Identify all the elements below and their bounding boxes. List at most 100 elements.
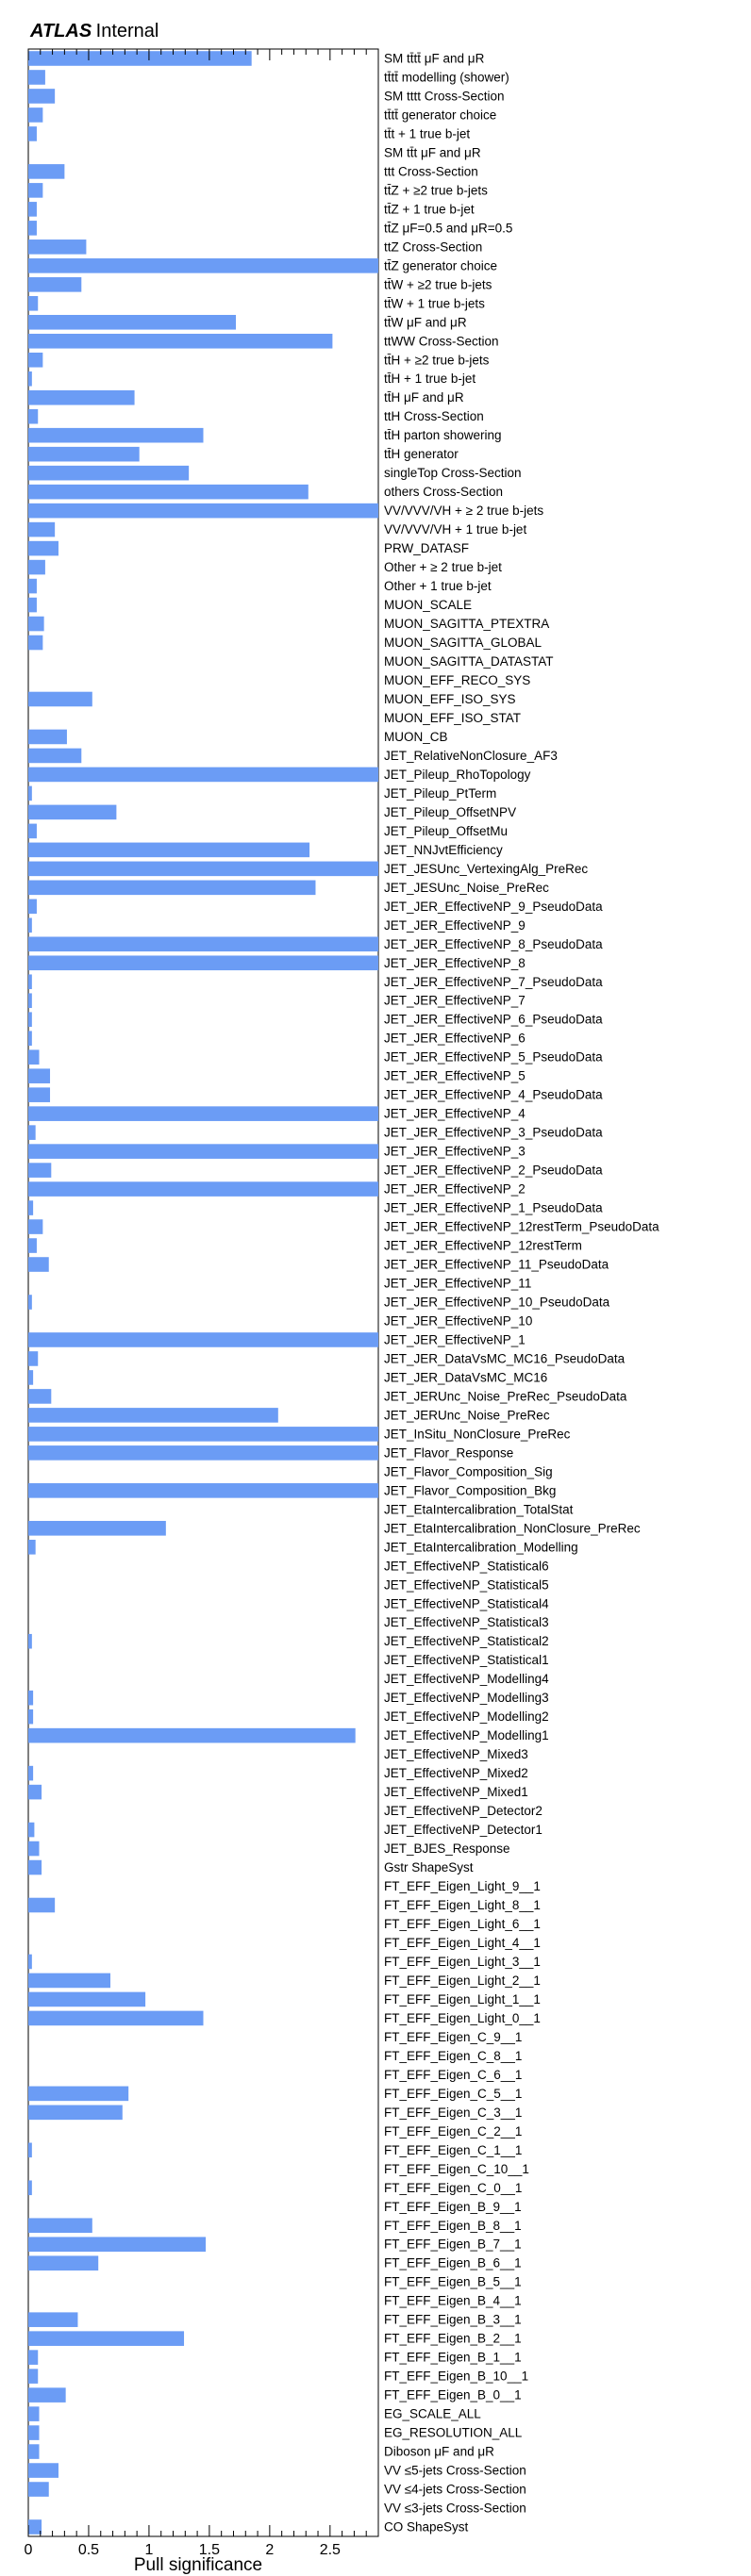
bar: [28, 352, 43, 368]
bar: [28, 296, 39, 311]
category-label: JET_EffectiveNP_Mixed2: [384, 1766, 528, 1780]
category-label: JET_JER_EffectiveNP_9_PseudoData: [384, 900, 603, 914]
category-label: VV/VVV/VH + 1 true b-jet: [384, 522, 526, 537]
bar: [28, 2010, 204, 2026]
category-label: JET_JER_EffectiveNP_10_PseudoData: [384, 1295, 610, 1309]
category-label: MUON_CB: [384, 730, 448, 744]
category-label: tt̄Z + 1 true b-jet: [384, 202, 475, 216]
category-label: FT_EFF_Eigen_B_3__1: [384, 2313, 522, 2327]
bar: [28, 1408, 278, 1423]
category-label: ttt Cross-Section: [384, 164, 478, 178]
category-label: JET_JER_EffectiveNP_1: [384, 1332, 526, 1346]
bar: [28, 1144, 378, 1159]
bar: [28, 540, 58, 556]
bar: [28, 899, 37, 915]
category-label: FT_EFF_Eigen_B_1__1: [384, 2351, 522, 2365]
category-label: FT_EFF_Eigen_B_10__1: [384, 2370, 528, 2384]
bar: [28, 1012, 32, 1028]
category-label: FT_EFF_Eigen_Light_1__1: [384, 1992, 541, 2006]
category-label: FT_EFF_Eigen_C_5__1: [384, 2087, 522, 2101]
category-label: PRW_DATASF: [384, 541, 469, 555]
bar: [28, 1521, 166, 1536]
bar: [28, 1784, 42, 1800]
bar: [28, 823, 37, 839]
bar: [28, 2331, 185, 2346]
x-tick-label: 2.5: [320, 2542, 341, 2558]
category-label: VV ≤4-jets Cross-Section: [384, 2483, 526, 2497]
category-label: FT_EFF_Eigen_C_10__1: [384, 2162, 529, 2176]
bar: [28, 2105, 123, 2121]
bar: [28, 126, 37, 141]
header: ATLAS Internal: [30, 21, 159, 42]
bar: [28, 408, 39, 424]
category-label: JET_JER_DataVsMC_MC16: [384, 1370, 547, 1384]
bar: [28, 2425, 40, 2440]
bar: [28, 748, 82, 764]
category-label: JET_EffectiveNP_Detector1: [384, 1823, 542, 1837]
category-label: tt̄H μF and μR: [384, 390, 464, 405]
category-label: JET_JER_EffectiveNP_8_PseudoData: [384, 937, 603, 951]
category-label: CO ShapeSyst: [384, 2520, 469, 2535]
bar: [28, 1727, 356, 1743]
bar: [28, 1068, 51, 1083]
category-label: JET_JER_EffectiveNP_3_PseudoData: [384, 1126, 603, 1140]
bar: [28, 371, 32, 387]
category-label: tt̄Z + ≥2 true b-jets: [384, 183, 488, 197]
bar: [28, 389, 135, 405]
bar: [28, 1540, 36, 1555]
bar: [28, 559, 45, 575]
bar: [28, 1973, 110, 1989]
bar: [28, 880, 316, 896]
category-label: FT_EFF_Eigen_B_8__1: [384, 2219, 522, 2233]
bar: [28, 1690, 34, 1706]
bar: [28, 2350, 39, 2365]
category-label: JET_EtaIntercalibration_Modelling: [384, 1540, 578, 1554]
bar: [28, 1709, 34, 1725]
bar: [28, 1445, 378, 1461]
bar: [28, 917, 32, 933]
bar: [28, 1200, 34, 1215]
category-label: JET_Pileup_RhoTopology: [384, 768, 531, 782]
category-label: tt̄W + 1 true b-jets: [384, 296, 485, 310]
category-label: JET_JER_EffectiveNP_6_PseudoData: [384, 1013, 603, 1027]
category-label: JET_JER_EffectiveNP_9: [384, 918, 526, 933]
x-tick-label: 1.5: [199, 2542, 220, 2558]
bar: [28, 1427, 378, 1442]
bar: [28, 2463, 58, 2478]
category-label: JET_JER_EffectiveNP_12restTerm_PseudoDat…: [384, 1220, 659, 1234]
bar: [28, 2218, 92, 2234]
bar: [28, 804, 117, 820]
category-label: JET_EffectiveNP_Detector2: [384, 1804, 542, 1818]
category-label: JET_JER_EffectiveNP_1_PseudoData: [384, 1201, 603, 1215]
bar: [28, 993, 32, 1009]
category-label: JET_Flavor_Response: [384, 1445, 513, 1460]
bar: [28, 1841, 40, 1857]
category-label: MUON_EFF_ISO_STAT: [384, 711, 521, 725]
bar: [28, 2237, 207, 2253]
bar: [28, 1087, 51, 1102]
bar: [28, 691, 92, 707]
category-label: JET_Pileup_OffsetMu: [384, 824, 508, 838]
bar: [28, 446, 140, 462]
bar: [28, 1049, 40, 1065]
category-label: singleTop Cross-Section: [384, 466, 522, 480]
bar: [28, 89, 56, 104]
category-label: JET_EffectiveNP_Statistical4: [384, 1596, 549, 1610]
bar: [28, 107, 43, 123]
category-label: JET_JER_EffectiveNP_2_PseudoData: [384, 1164, 603, 1178]
bar: [28, 258, 378, 273]
bar: [28, 785, 32, 801]
category-label: tt̄W μF and μR: [384, 315, 467, 329]
bar: [28, 974, 32, 990]
category-label: SM tt̄t μF and μR: [384, 145, 481, 159]
category-label: MUON_SAGITTA_GLOBAL: [384, 636, 542, 650]
category-label: FT_EFF_Eigen_Light_6__1: [384, 1917, 541, 1931]
bar: [28, 277, 82, 292]
bar: [28, 1859, 42, 1875]
category-label: JET_JER_EffectiveNP_11_PseudoData: [384, 1258, 609, 1272]
category-label: JET_EtaIntercalibration_NonClosure_PreRe…: [384, 1521, 641, 1535]
bar: [28, 1897, 56, 1913]
category-label: tt̄H + 1 true b-jet: [384, 372, 476, 386]
category-label: tt̄H parton showering: [384, 428, 502, 442]
